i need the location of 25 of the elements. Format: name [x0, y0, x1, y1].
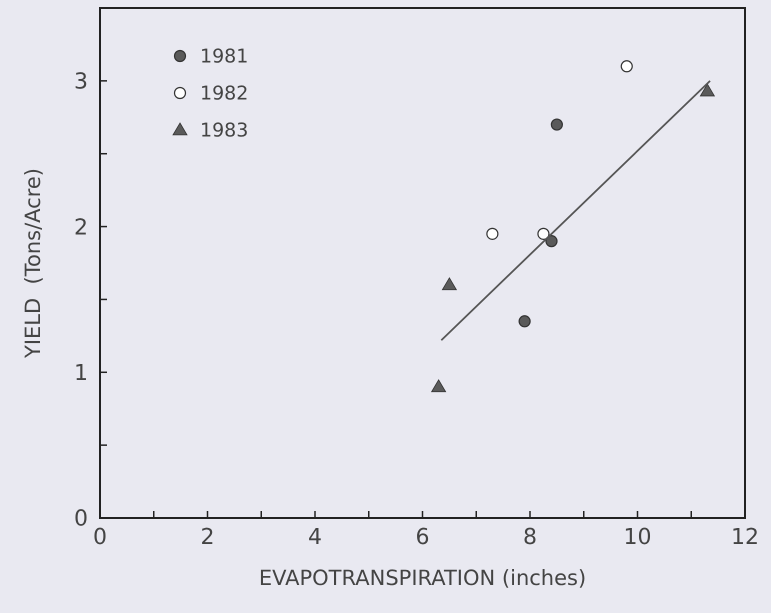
point — [442, 277, 457, 290]
x-tick-label: 2 — [200, 525, 214, 550]
x-tick-label: 8 — [523, 525, 537, 550]
legend-label: 1983 — [200, 120, 248, 142]
point — [550, 118, 563, 131]
point — [545, 235, 558, 248]
x-axis-title: EVAPOTRANSPIRATION (inches) — [258, 566, 586, 590]
point — [431, 379, 446, 392]
x-tick-label: 12 — [731, 525, 759, 550]
point — [537, 228, 550, 240]
y-tick-label: 2 — [74, 215, 88, 240]
x-tick-label: 10 — [624, 525, 652, 550]
y-axis-title: YIELD (Tons/Acre) — [21, 168, 45, 359]
legend-label: 1981 — [200, 46, 248, 68]
point — [486, 228, 498, 240]
x-tick-label: 6 — [416, 525, 430, 550]
legend-label: 1982 — [200, 82, 248, 105]
x-tick-label: 4 — [308, 525, 322, 550]
point — [620, 60, 633, 72]
y-tick-label: 1 — [74, 360, 88, 386]
point — [700, 84, 715, 96]
x-tick-label: 0 — [93, 525, 107, 550]
point — [518, 315, 531, 328]
y-tick-label: 3 — [74, 70, 88, 95]
y-tick-label: 0 — [74, 506, 88, 532]
